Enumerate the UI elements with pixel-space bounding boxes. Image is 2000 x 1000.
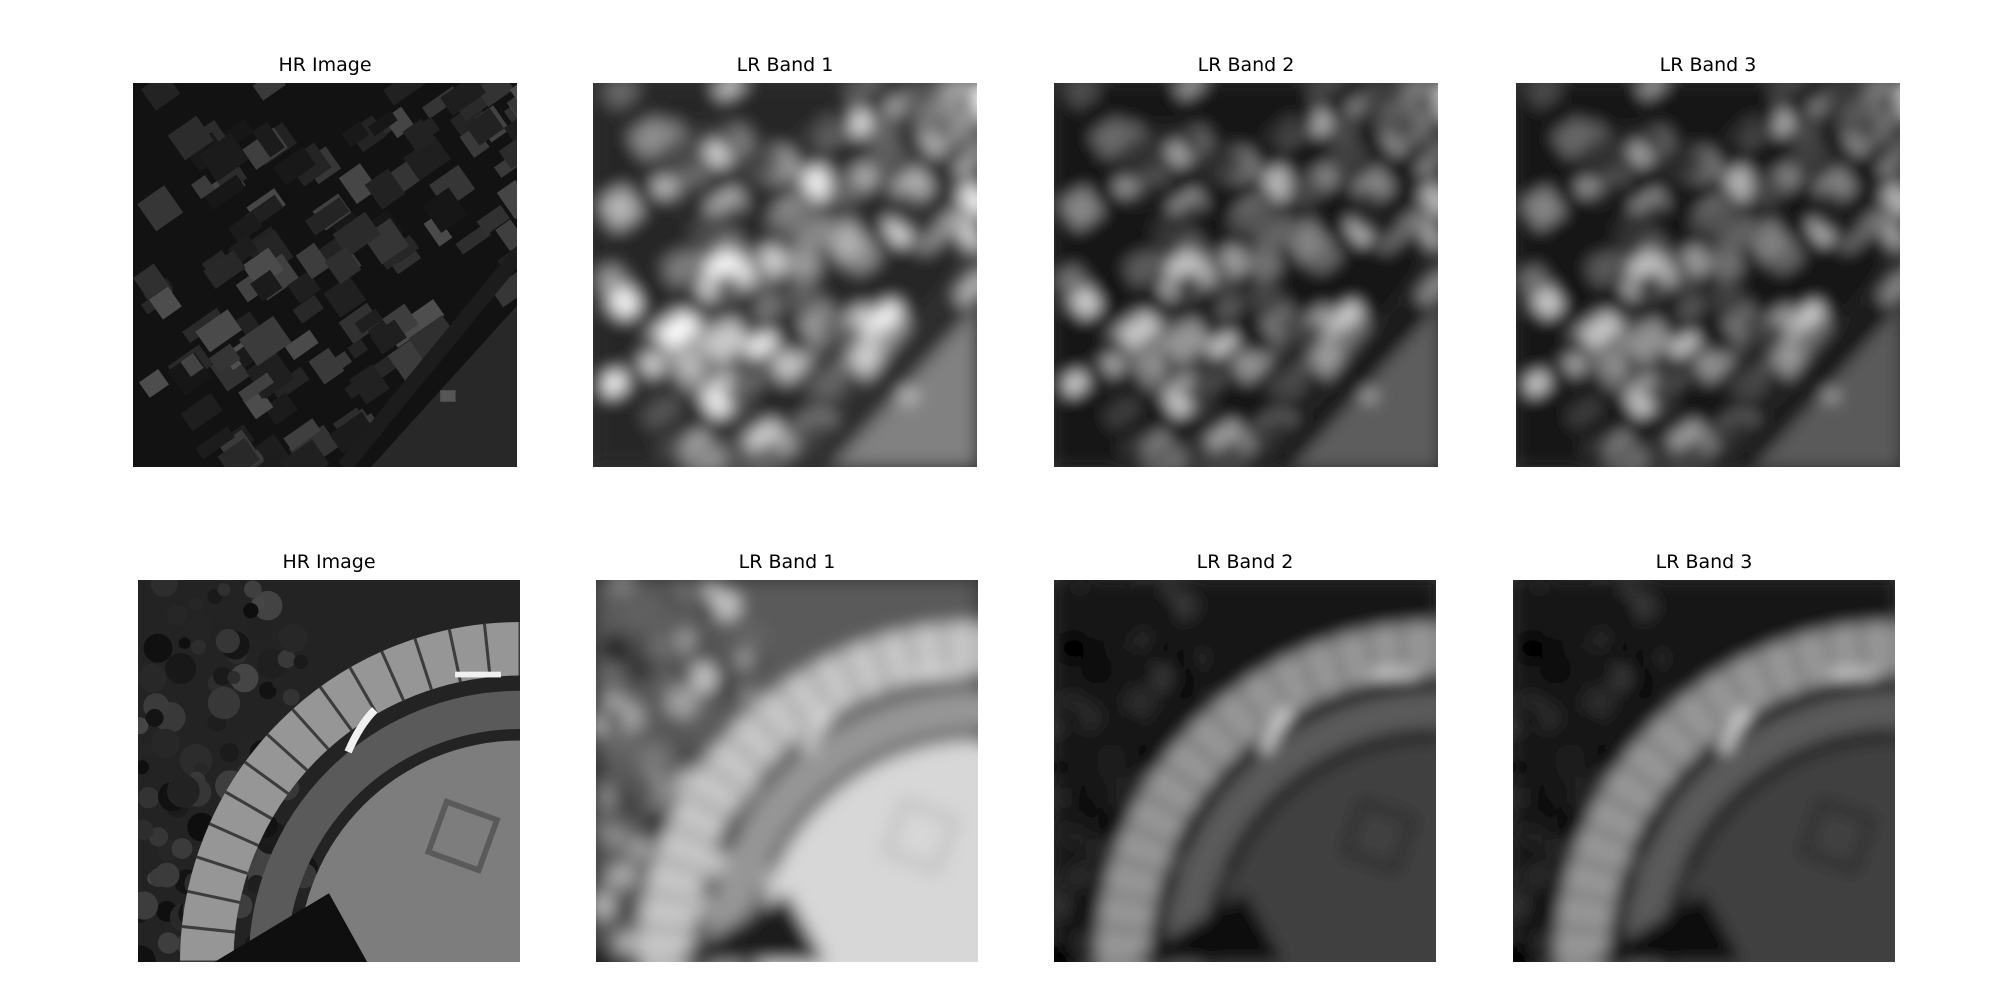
panel-r1-c2: LR Band 1 <box>593 54 977 467</box>
lr-band-1-urban <box>593 83 977 467</box>
panel-title: LR Band 1 <box>738 551 836 573</box>
panel-r1-c1: HR Image <box>133 54 517 467</box>
lr-band-3-stadium <box>1513 580 1895 962</box>
panel-r2-c3: LR Band 2 <box>1054 551 1436 962</box>
panel-r1-c3: LR Band 2 <box>1054 54 1438 467</box>
panel-r2-c4: LR Band 3 <box>1513 551 1895 962</box>
panel-title: LR Band 1 <box>736 54 834 76</box>
urban-hr-raster <box>133 83 517 467</box>
stadium-lr2-raster <box>1054 580 1436 962</box>
panel-r2-c1: HR Image <box>138 551 520 962</box>
lr-band-1-stadium <box>596 580 978 962</box>
panel-title: LR Band 3 <box>1655 551 1753 573</box>
stadium-lr3-raster <box>1513 580 1895 962</box>
hr-image-urban <box>133 83 517 467</box>
urban-lr3-raster <box>1516 83 1900 467</box>
stadium-hr-raster <box>138 580 520 962</box>
panel-title: LR Band 3 <box>1659 54 1757 76</box>
panel-title: HR Image <box>278 54 372 76</box>
hr-image-stadium <box>138 580 520 962</box>
lr-band-3-urban <box>1516 83 1900 467</box>
urban-lr2-raster <box>1054 83 1438 467</box>
panel-r1-c4: LR Band 3 <box>1516 54 1900 467</box>
panel-r2-c2: LR Band 1 <box>596 551 978 962</box>
panel-title: LR Band 2 <box>1197 54 1295 76</box>
panel-title: HR Image <box>282 551 376 573</box>
lr-band-2-stadium <box>1054 580 1436 962</box>
lr-band-2-urban <box>1054 83 1438 467</box>
panel-title: LR Band 2 <box>1196 551 1294 573</box>
stadium-lr1-raster <box>596 580 978 962</box>
urban-lr1-raster <box>593 83 977 467</box>
